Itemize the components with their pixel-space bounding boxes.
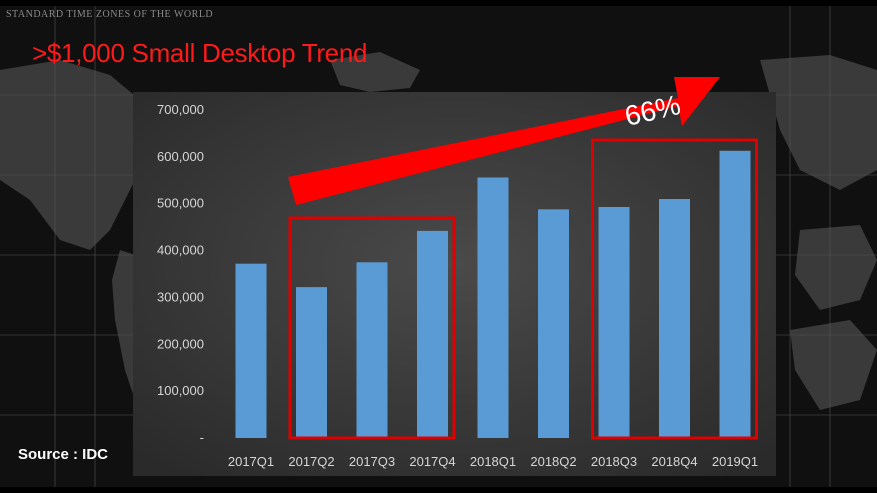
x-tick-label: 2017Q3 (349, 454, 395, 469)
source-label: Source : IDC (18, 446, 109, 463)
bar-series (235, 150, 751, 438)
bar-2018Q2 (538, 209, 569, 438)
y-tick-label: 100,000 (157, 383, 204, 398)
bar-2017Q1 (235, 263, 267, 438)
y-tick-label: - (200, 430, 204, 445)
y-tick-label: 300,000 (157, 289, 204, 304)
bar-2019Q1 (719, 150, 751, 438)
highlight-box (591, 138, 758, 440)
x-axis: 2017Q1 2017Q2 2017Q3 2017Q4 2018Q1 2018Q2 2018… (228, 454, 758, 469)
y-axis: - 100,000 200,000 300,000 400,000 500,000 600,… (157, 102, 204, 445)
y-tick-label: 200,000 (157, 336, 204, 351)
bar-2017Q3 (356, 262, 388, 438)
x-tick-label: 2018Q2 (530, 454, 576, 469)
x-tick-label: 2017Q2 (288, 454, 334, 469)
x-tick-label: 2018Q1 (470, 454, 516, 469)
highlight-box (288, 216, 456, 440)
bar-2017Q4 (417, 230, 448, 438)
x-tick-label: 2018Q4 (651, 454, 697, 469)
bar-2017Q2 (296, 287, 327, 438)
x-tick-label: 2017Q4 (409, 454, 455, 469)
bar-2018Q3 (598, 206, 630, 438)
growth-arrow-shape (288, 77, 720, 205)
y-tick-label: 500,000 (157, 196, 204, 211)
bar-2018Q4 (659, 199, 690, 438)
y-tick-label: 700,000 (157, 102, 204, 117)
x-tick-label: 2018Q3 (591, 454, 637, 469)
y-tick-label: 400,000 (157, 243, 204, 258)
map-caption: STANDARD TIME ZONES OF THE WORLD (6, 9, 214, 20)
bar-2018Q1 (477, 177, 509, 438)
x-tick-label: 2017Q1 (228, 454, 274, 469)
highlight-boxes (288, 138, 758, 440)
x-tick-label: 2019Q1 (712, 454, 758, 469)
slide-title: >$1,000 Small Desktop Trend (32, 38, 368, 68)
y-tick-label: 600,000 (157, 149, 204, 164)
